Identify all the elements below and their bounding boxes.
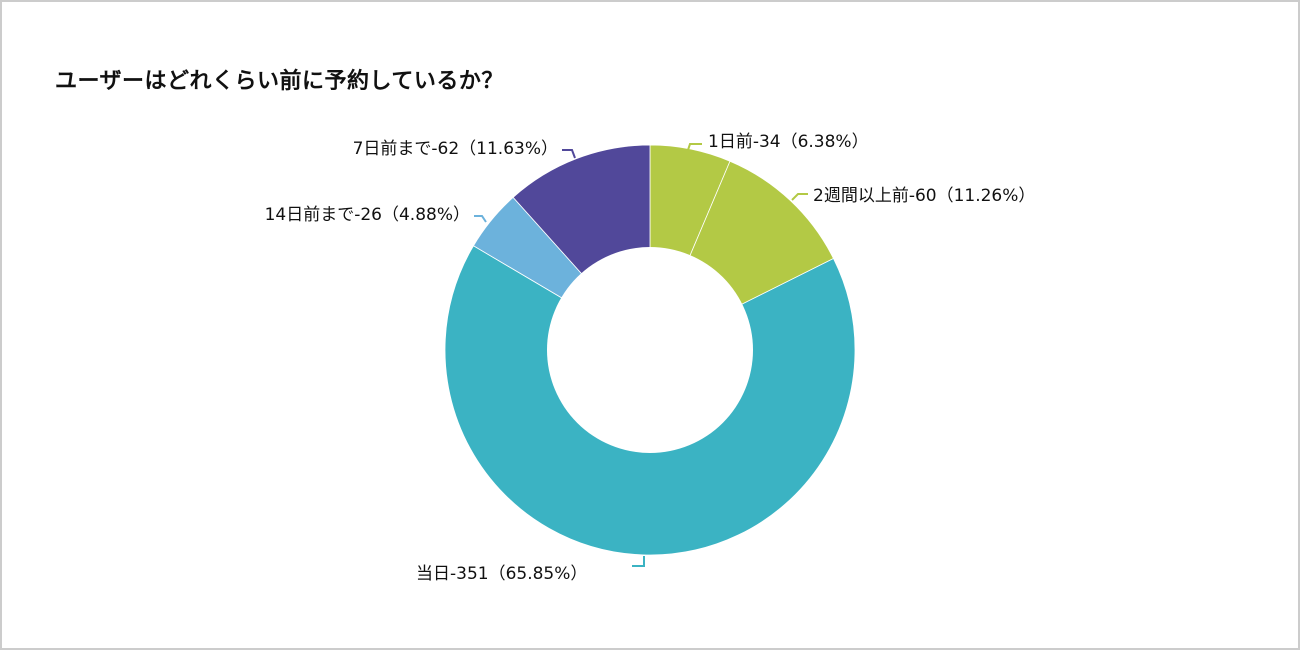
chart-title: ユーザーはどれくらい前に予約しているか？ bbox=[55, 69, 504, 94]
slice-label-day7: 7日前まで-62（11.63%） bbox=[352, 139, 558, 159]
leader-line-day7 bbox=[562, 149, 576, 159]
slice-label-day14: 14日前まで-26（4.88%） bbox=[264, 205, 470, 225]
leader-line-day1 bbox=[687, 143, 702, 151]
slice-label-week2: 2週間以上前-60（11.26%） bbox=[813, 186, 1036, 206]
slice-label-sameday: 当日-351（65.85%） bbox=[416, 564, 588, 584]
leader-line-week2 bbox=[791, 193, 808, 201]
leader-line-sameday bbox=[632, 556, 645, 567]
slice-label-day1: 1日前-34（6.38%） bbox=[708, 132, 869, 152]
donut-hole bbox=[547, 247, 753, 453]
leader-line-day14 bbox=[474, 215, 487, 223]
